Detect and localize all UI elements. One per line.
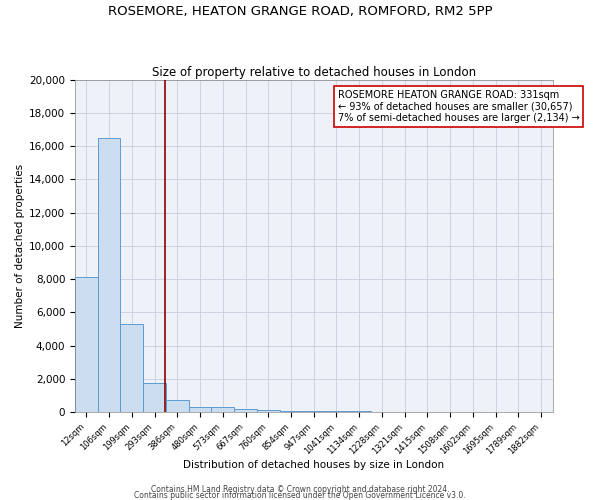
Bar	[98, 138, 121, 412]
Text: ROSEMORE HEATON GRANGE ROAD: 331sqm
← 93% of detached houses are smaller (30,657: ROSEMORE HEATON GRANGE ROAD: 331sqm ← 93…	[338, 90, 580, 123]
Text: Contains HM Land Registry data © Crown copyright and database right 2024.: Contains HM Land Registry data © Crown c…	[151, 486, 449, 494]
Bar	[166, 400, 189, 412]
Bar	[211, 407, 234, 412]
X-axis label: Distribution of detached houses by size in London: Distribution of detached houses by size …	[183, 460, 445, 470]
Bar	[143, 383, 166, 412]
Title: Size of property relative to detached houses in London: Size of property relative to detached ho…	[152, 66, 476, 78]
Bar	[257, 410, 280, 412]
Bar	[121, 324, 143, 412]
Y-axis label: Number of detached properties: Number of detached properties	[15, 164, 25, 328]
Bar	[75, 278, 98, 412]
Bar	[302, 411, 325, 412]
Text: Contains public sector information licensed under the Open Government Licence v3: Contains public sector information licen…	[134, 492, 466, 500]
Bar	[280, 411, 302, 412]
Bar	[189, 407, 211, 412]
Text: ROSEMORE, HEATON GRANGE ROAD, ROMFORD, RM2 5PP: ROSEMORE, HEATON GRANGE ROAD, ROMFORD, R…	[107, 5, 493, 18]
Bar	[234, 409, 257, 412]
